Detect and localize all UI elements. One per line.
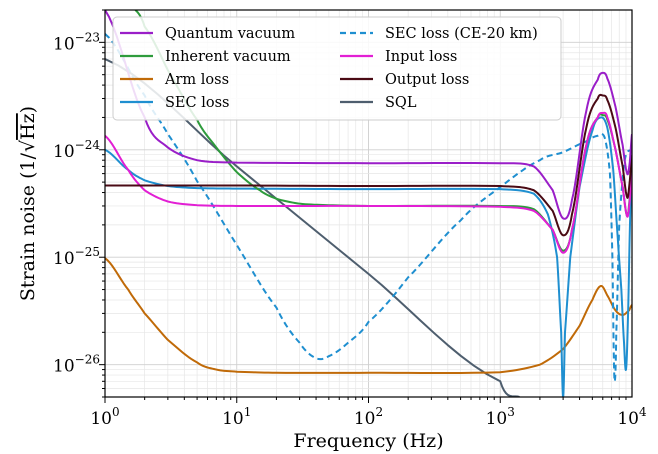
y-axis-label: Strain noise (1/√Hz) <box>17 106 39 301</box>
x-tick-exponent: 2 <box>376 405 384 419</box>
y-tick-base: 10 <box>53 249 75 269</box>
x-tick-base: 10 <box>486 409 508 429</box>
series-line-6 <box>105 93 632 237</box>
legend-label: SEC loss (CE-20 km) <box>385 26 538 42</box>
y-axis-label-radical: √ <box>17 139 39 152</box>
legend-box <box>112 16 562 121</box>
series-line-7 <box>105 58 520 397</box>
x-tick-exponent: 3 <box>507 405 515 419</box>
x-tick-label: 100 <box>90 405 119 429</box>
series-line-0 <box>105 10 632 220</box>
series-line-3 <box>105 116 632 397</box>
svg-text:Strain noise (1/√Hz): Strain noise (1/√Hz) <box>17 106 39 301</box>
series-layer <box>105 10 632 397</box>
x-tick-base: 10 <box>354 409 376 429</box>
x-tick-label: 103 <box>486 405 515 429</box>
y-tick-label: 10−26 <box>53 353 100 377</box>
tick-marks <box>99 9 627 403</box>
y-tick-base: 10 <box>53 357 75 377</box>
x-tick-exponent: 4 <box>639 405 647 419</box>
legend-label: SEC loss <box>165 95 229 111</box>
y-tick-exponent: −26 <box>75 353 100 367</box>
y-tick-label: 10−23 <box>53 30 100 54</box>
x-axis-label: Frequency (Hz) <box>293 430 443 452</box>
y-tick-exponent: −25 <box>75 245 100 259</box>
x-tick-label: 101 <box>222 405 251 429</box>
legend-label: Quantum vacuum <box>165 26 295 42</box>
y-tick-exponent: −24 <box>75 138 101 152</box>
y-axis-label-radicand: Hz <box>17 113 39 140</box>
y-tick-base: 10 <box>53 142 75 162</box>
y-tick-exponent: −23 <box>75 30 100 44</box>
y-tick-label: 10−24 <box>53 138 100 162</box>
series-line-2 <box>105 257 632 374</box>
x-tick-exponent: 1 <box>244 405 252 419</box>
legend-label: Inherent vacuum <box>165 49 291 65</box>
y-tick-base: 10 <box>53 34 75 54</box>
legend-label: SQL <box>385 95 417 111</box>
x-tick-label: 104 <box>617 405 647 429</box>
series-line-5 <box>105 111 632 254</box>
series-line-4 <box>105 33 632 383</box>
x-tick-exponent: 0 <box>112 405 120 419</box>
y-axis-label-suffix: ) <box>17 106 39 113</box>
legend-label: Input loss <box>385 49 457 65</box>
y-tick-label: 10−25 <box>53 245 100 269</box>
legend: Quantum vacuum Inherent vacuum Arm loss SEC… <box>112 16 562 121</box>
x-tick-base: 10 <box>90 409 112 429</box>
x-tick-base: 10 <box>222 409 244 429</box>
x-tick-base: 10 <box>617 409 639 429</box>
y-axis-label-prefix: Strain noise (1/ <box>17 152 39 301</box>
legend-label: Output loss <box>385 72 469 88</box>
x-tick-label: 102 <box>354 405 383 429</box>
legend-label: Arm loss <box>164 72 229 88</box>
